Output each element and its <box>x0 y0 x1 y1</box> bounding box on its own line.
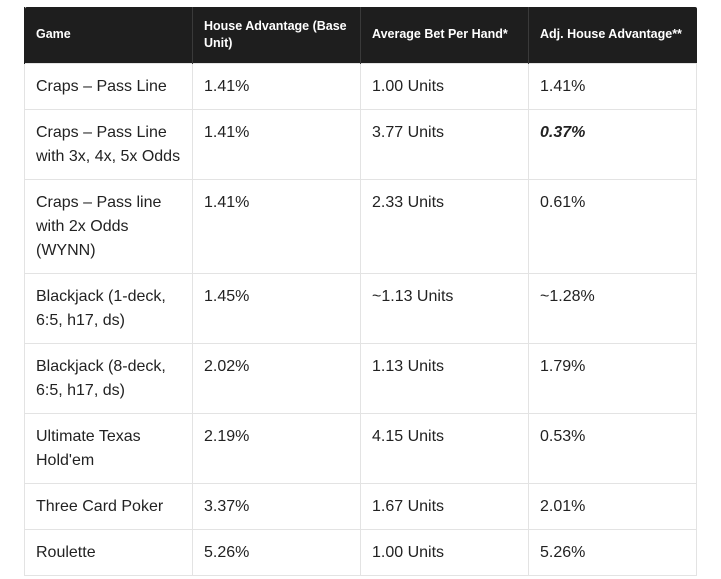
cell-adj-house-advantage: 1.79% <box>528 342 697 414</box>
cell-game: Craps – Pass Line with 3x, 4x, 5x Odds <box>24 108 193 180</box>
cell-game: Craps – Pass Line <box>24 62 193 110</box>
table-row: Craps – Pass Line 1.41% 1.00 Units 1.41% <box>24 62 697 110</box>
cell-adj-house-advantage: 0.37% <box>528 108 697 180</box>
cell-game: Roulette <box>24 528 193 576</box>
cell-game: Ultimate Texas Hold'em <box>24 412 193 484</box>
cell-adj-house-advantage: 2.01% <box>528 482 697 530</box>
cell-house-advantage: 1.41% <box>192 108 361 180</box>
table-row: Blackjack (1-deck, 6:5, h17, ds) 1.45% ~… <box>24 272 697 344</box>
cell-adj-house-advantage: 1.41% <box>528 62 697 110</box>
cell-average-bet: ~1.13 Units <box>360 272 529 344</box>
table-row: Roulette 5.26% 1.00 Units 5.26% <box>24 528 697 576</box>
cell-average-bet: 3.77 Units <box>360 108 529 180</box>
header-game: Game <box>24 7 193 63</box>
cell-house-advantage: 1.45% <box>192 272 361 344</box>
cell-average-bet: 1.00 Units <box>360 62 529 110</box>
house-advantage-table-container: Game House Advantage (Base Unit) Average… <box>24 7 697 576</box>
table-row: Craps – Pass line with 2x Odds (WYNN) 1.… <box>24 178 697 274</box>
house-advantage-table: Game House Advantage (Base Unit) Average… <box>24 7 697 576</box>
header-average-bet: Average Bet Per Hand* <box>360 7 529 63</box>
table-row: Ultimate Texas Hold'em 2.19% 4.15 Units … <box>24 412 697 484</box>
cell-adj-house-advantage: 5.26% <box>528 528 697 576</box>
cell-house-advantage: 1.41% <box>192 178 361 274</box>
cell-adj-house-advantage: 0.61% <box>528 178 697 274</box>
cell-average-bet: 1.13 Units <box>360 342 529 414</box>
header-adj-house-advantage: Adj. House Advantage** <box>528 7 697 63</box>
cell-adj-house-advantage: 0.53% <box>528 412 697 484</box>
cell-average-bet: 1.67 Units <box>360 482 529 530</box>
cell-house-advantage: 1.41% <box>192 62 361 110</box>
table-row: Blackjack (8-deck, 6:5, h17, ds) 2.02% 1… <box>24 342 697 414</box>
cell-game: Blackjack (1-deck, 6:5, h17, ds) <box>24 272 193 344</box>
cell-game: Three Card Poker <box>24 482 193 530</box>
cell-adj-house-advantage: ~1.28% <box>528 272 697 344</box>
header-house-advantage: House Advantage (Base Unit) <box>192 7 361 63</box>
cell-game: Blackjack (8-deck, 6:5, h17, ds) <box>24 342 193 414</box>
cell-house-advantage: 2.02% <box>192 342 361 414</box>
table-row: Craps – Pass Line with 3x, 4x, 5x Odds 1… <box>24 108 697 180</box>
table-body: Craps – Pass Line 1.41% 1.00 Units 1.41%… <box>24 62 697 576</box>
table-row: Three Card Poker 3.37% 1.67 Units 2.01% <box>24 482 697 530</box>
cell-average-bet: 4.15 Units <box>360 412 529 484</box>
cell-house-advantage: 2.19% <box>192 412 361 484</box>
table-header: Game House Advantage (Base Unit) Average… <box>24 7 697 63</box>
header-row: Game House Advantage (Base Unit) Average… <box>24 7 697 63</box>
cell-house-advantage: 3.37% <box>192 482 361 530</box>
cell-house-advantage: 5.26% <box>192 528 361 576</box>
cell-game: Craps – Pass line with 2x Odds (WYNN) <box>24 178 193 274</box>
cell-average-bet: 2.33 Units <box>360 178 529 274</box>
cell-average-bet: 1.00 Units <box>360 528 529 576</box>
